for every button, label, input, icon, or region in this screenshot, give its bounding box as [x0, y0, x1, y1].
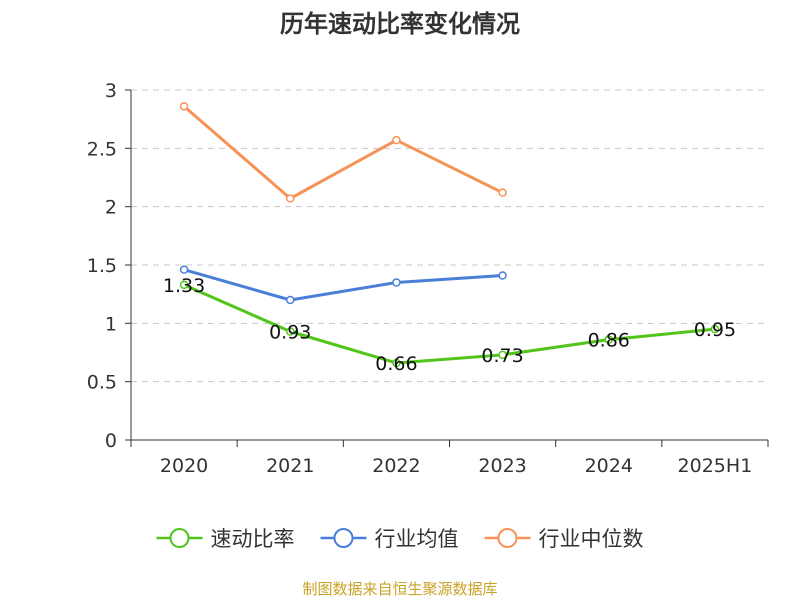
- gridlines: [131, 89, 768, 383]
- data-point: [286, 194, 295, 203]
- y-tick-label: 0: [105, 430, 117, 452]
- data-point: [392, 358, 401, 368]
- x-tick-label: 2021: [266, 455, 314, 477]
- series-1: [179, 265, 507, 305]
- legend-label: 行业中位数: [539, 527, 644, 551]
- chart-title: 历年速动比率变化情况: [280, 10, 520, 38]
- data-point: [179, 102, 189, 111]
- data-label: 0.93: [269, 322, 311, 344]
- series-2: [179, 102, 507, 203]
- data-point: [498, 271, 507, 280]
- data-label: 1.33: [163, 275, 205, 297]
- legend-item[interactable]: 行业均值: [320, 527, 459, 551]
- y-tick-label: 2.5: [87, 138, 117, 160]
- y-tick-label: 0.5: [87, 372, 117, 394]
- series-line: [183, 268, 503, 302]
- legend-label: 行业均值: [375, 527, 459, 551]
- data-point: [179, 265, 189, 274]
- series-layer: [179, 102, 720, 368]
- data-point: [710, 324, 720, 334]
- legend-swatch-marker: [497, 528, 518, 548]
- data-point: [392, 278, 401, 287]
- y-tick-label: 1.5: [87, 255, 117, 277]
- x-tick-label: 2020: [160, 455, 208, 477]
- data-point: [498, 188, 507, 197]
- legend: 速动比率 行业均值 行业中位数: [156, 527, 644, 551]
- legend-swatch-marker: [169, 528, 190, 548]
- y-tick-label: 2: [105, 197, 117, 219]
- legend-item[interactable]: 行业中位数: [484, 527, 644, 551]
- x-tick-label: 2025H1: [678, 455, 753, 477]
- legend-item[interactable]: 速动比率: [156, 527, 295, 551]
- legend-swatch-marker: [333, 528, 354, 548]
- data-point: [179, 280, 189, 290]
- series-0: [179, 280, 720, 368]
- y-tick-label: 3: [105, 80, 117, 102]
- data-point: [286, 327, 295, 336]
- series-line: [183, 105, 504, 200]
- data-label: 0.95: [694, 319, 736, 341]
- data-labels: 1.33 0.93 0.66 0.73 0.86 0.95: [163, 275, 736, 375]
- x-tick-label: 2022: [372, 455, 420, 477]
- data-label: 0.86: [588, 330, 630, 352]
- source-note: 制图数据来自恒生聚源数据库: [302, 580, 497, 598]
- data-label: 0.73: [481, 345, 523, 367]
- data-point: [286, 295, 295, 305]
- data-label: 0.66: [375, 353, 417, 375]
- data-point: [392, 135, 401, 145]
- data-point: [604, 335, 613, 344]
- x-tick-label: 2023: [478, 455, 526, 477]
- data-point: [498, 350, 507, 360]
- y-tick-label: 1: [105, 313, 117, 335]
- axes: 0 0.5 1 1.5 2 2.5 3 2020 2021 2022 2023 2024 2025H1: [87, 80, 769, 477]
- legend-label: 速动比率: [211, 527, 295, 551]
- series-line: [183, 283, 716, 365]
- x-tick-label: 2024: [585, 455, 633, 477]
